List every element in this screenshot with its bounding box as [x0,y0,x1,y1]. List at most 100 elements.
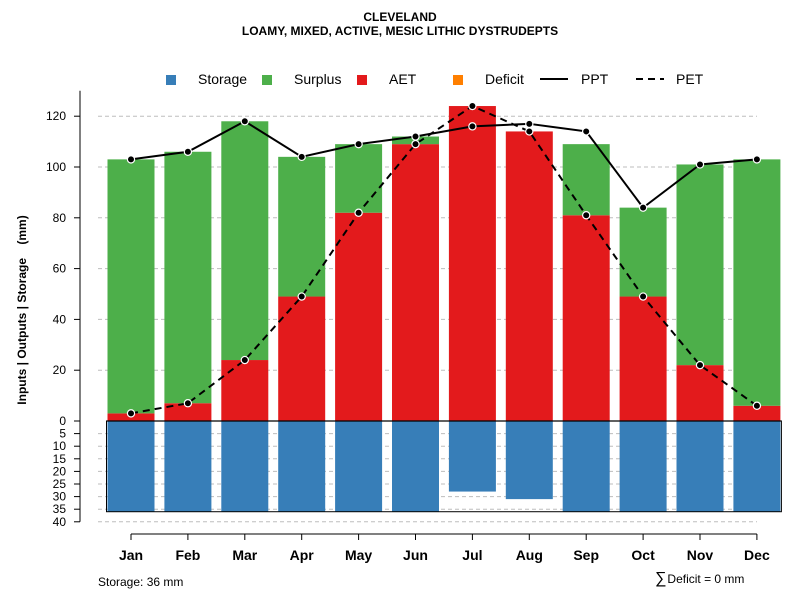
bar-storage-jun [392,421,439,512]
point-pet-mar [240,355,249,365]
bar-aet-sep [562,215,610,421]
point-pet-oct [638,292,648,301]
bar-storage-sep [562,421,610,512]
point-ppt-jan [126,155,136,164]
sigma-icon: ∑ [655,570,667,587]
x-tick-label-apr: Apr [290,547,315,563]
y-tick-label: 15 [53,452,67,466]
x-tick-label-may: May [345,547,372,563]
point-ppt-aug [525,119,534,129]
legend-swatch-deficit [453,75,463,85]
point-ppt-jul [468,122,477,131]
y-tick-label: 25 [53,477,67,491]
point-pet-jan [126,409,136,418]
bar-aet-feb [164,403,212,421]
point-pet-dec [752,401,762,410]
bar-storage-aug [505,421,553,500]
bar-aet-dec [733,405,781,421]
legend-label-pet: PET [676,71,704,87]
bar-surplus-nov [676,164,724,366]
y-tick-label: 20 [53,363,67,377]
legend-swatch-surplus [262,75,272,85]
point-pet-sep [582,211,591,220]
bar-surplus-jan [107,159,155,414]
y-tick-label: 20 [53,464,67,478]
y-tick-label: 10 [53,439,67,453]
bar-aet-oct [619,296,667,421]
y-tick-label: 80 [53,211,67,225]
x-tick-label-feb: Feb [175,547,200,563]
bar-storage-feb [164,421,212,512]
bar-surplus-may [335,144,383,213]
y-tick-label: 40 [53,312,67,326]
deficit-note: ∑Deficit = 0 mm [655,570,744,588]
bar-aet-may [335,212,383,421]
x-tick-label-dec: Dec [744,547,770,563]
legend-label-deficit: Deficit [485,71,524,87]
y-tick-label: 30 [53,490,67,504]
bar-surplus-mar [221,121,269,361]
point-ppt-jun [411,132,420,141]
point-pet-aug [525,127,534,136]
x-tick-label-jul: Jul [462,547,482,563]
bar-aet-jun [392,144,439,421]
chart-subtitle: LOAMY, MIXED, ACTIVE, MESIC LITHIC DYSTR… [241,24,559,38]
legend-label-aet: AET [389,71,417,87]
legend-label-surplus: Surplus [294,71,342,87]
bar-surplus-sep [562,144,610,216]
point-ppt-nov [695,160,705,169]
point-pet-apr [297,292,306,301]
legend-label-storage: Storage [198,71,248,87]
x-tick-label-mar: Mar [232,547,257,563]
bar-storage-apr [278,421,326,512]
point-ppt-apr [297,152,306,162]
point-ppt-may [354,139,363,149]
x-tick-label-aug: Aug [516,547,543,563]
bar-storage-may [335,421,383,512]
bar-aet-aug [505,131,553,421]
x-tick-label-jan: Jan [119,547,143,563]
y-tick-label: 5 [59,427,66,441]
point-pet-jul [468,101,477,111]
chart-title: CLEVELAND [363,10,437,24]
bar-storage-oct [619,421,667,512]
legend-swatch-aet [357,75,367,85]
bar-aet-jul [448,106,496,421]
y-tick-label: 120 [46,109,66,123]
deficit-note-text: Deficit = 0 mm [667,572,745,586]
point-pet-nov [695,360,705,370]
line-ppt [130,120,757,210]
bar-surplus-feb [164,151,212,404]
y-tick-label: 0 [59,414,66,428]
storage-note: Storage: 36 mm [98,575,184,589]
x-tick-label-oct: Oct [631,547,655,563]
x-tick-label-sep: Sep [573,547,599,563]
point-ppt-dec [752,155,762,164]
y-tick-label: 100 [46,160,66,174]
bar-storage-jan [107,421,155,512]
bar-surplus-oct [619,207,667,297]
legend-swatch-storage [166,75,176,85]
point-pet-jun [411,139,420,149]
bar-storage-nov [676,421,724,512]
bar-storage-jul [448,421,496,492]
point-ppt-oct [638,203,648,212]
bar-surplus-dec [733,159,781,406]
bar-storage-dec [733,421,781,512]
bar-aet-mar [221,360,269,421]
bar-aet-nov [676,365,724,421]
point-ppt-feb [183,147,193,156]
point-ppt-sep [582,127,591,136]
y-tick-label: 60 [53,262,67,276]
x-tick-label-nov: Nov [687,547,714,563]
y-tick-label: 40 [53,515,67,529]
bar-surplus-apr [278,156,326,297]
bar-storage-mar [221,421,269,512]
y-tick-label: 35 [53,502,67,516]
legend-label-ppt: PPT [581,71,609,87]
bar-aet-apr [278,296,326,421]
point-pet-may [354,208,363,217]
point-ppt-mar [240,117,249,126]
point-pet-feb [183,399,193,408]
